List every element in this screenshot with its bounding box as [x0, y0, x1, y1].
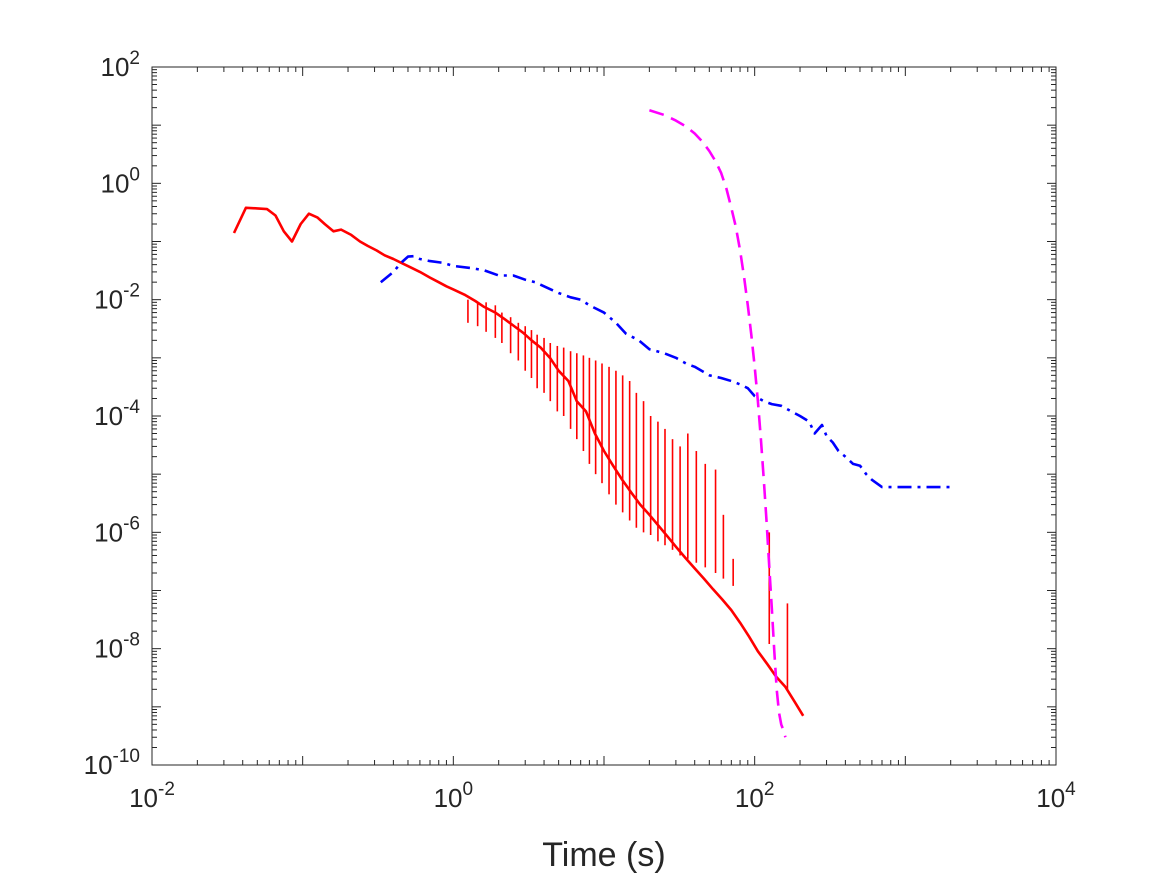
x-tick-label: 100 [434, 779, 474, 813]
y-tick-label: 10-10 [84, 746, 140, 780]
y-tick-label: 10-4 [94, 397, 140, 431]
y-tick-label: 10-2 [94, 281, 140, 315]
x-tick-label: 102 [735, 779, 775, 813]
y-tick-label: 100 [101, 164, 141, 198]
x-tick-label: 10-2 [129, 779, 175, 813]
y-tick-label: 10-6 [94, 513, 140, 547]
tick-layer: 10-2 100 102 104 10-10 10-8 10-6 10-4 10-2 100 102 [84, 48, 1077, 813]
series-layer [232, 109, 951, 738]
y-tick-label: 102 [101, 48, 141, 82]
series-line-2 [379, 254, 951, 489]
series-line-3 [649, 109, 787, 738]
x-tick-label: 104 [1036, 779, 1076, 813]
y-tick-label: 10-8 [94, 630, 140, 664]
x-axis-title: Time (s) [542, 836, 665, 874]
